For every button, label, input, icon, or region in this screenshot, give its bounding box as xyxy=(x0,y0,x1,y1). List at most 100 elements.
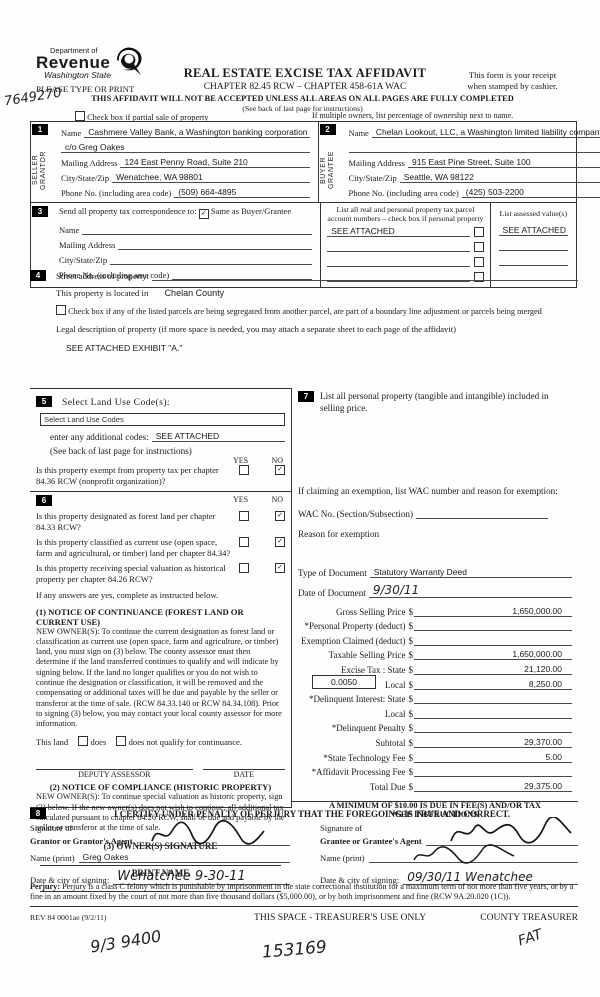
money-label: Gross Selling Price xyxy=(336,606,406,617)
parcel-checkbox-4[interactable] xyxy=(473,272,484,283)
money-blank[interactable] xyxy=(414,776,572,778)
q2-yes-checkbox[interactable] xyxy=(239,537,249,547)
parcel-blank-2[interactable] xyxy=(327,241,470,253)
parcel-blank-4[interactable] xyxy=(327,271,470,283)
this-land-label: This land xyxy=(36,737,69,748)
owner-signature-line[interactable] xyxy=(40,851,281,866)
receipt-note-line2: when stamped by cashier. xyxy=(467,81,558,91)
footer-row: REV 84 0001ae (9/2/11) THIS SPACE - TREA… xyxy=(30,912,578,923)
date-of-document-value: 9/30/11 xyxy=(368,583,572,598)
money-label: Exemption Claimed (deduct) xyxy=(301,635,406,646)
corr-name-blank[interactable] xyxy=(82,224,313,235)
seller-mailing-label: Mailing Address xyxy=(61,158,118,168)
receipt-note-line1: This form is your receipt xyxy=(468,70,557,80)
same-as-buyer-checkbox[interactable] xyxy=(198,209,209,219)
legal-description-label: Legal description of property (if more s… xyxy=(56,324,456,334)
this-land-row: This land does does not qualify for cont… xyxy=(36,736,285,747)
grantee-signature-line[interactable] xyxy=(425,833,578,846)
buyer-name2-blank[interactable] xyxy=(348,142,600,153)
county-treasurer-label: COUNTY TREASURER xyxy=(480,912,578,923)
notice-compliance-body: NEW OWNER(S): To continue special valuat… xyxy=(36,792,285,833)
parcel-checkbox-1[interactable] xyxy=(473,227,484,238)
grantee-sig-label1: Signature of xyxy=(320,823,363,833)
perjury-note: Perjury: Perjury is a class C felony whi… xyxy=(30,882,578,907)
money-blank[interactable] xyxy=(414,717,572,719)
grantee-name-handwriting xyxy=(413,844,515,864)
seller-name-value: Cashmere Valley Bank, a Washington banki… xyxy=(84,127,310,138)
money-label: Subtotal xyxy=(375,737,406,748)
grantor-name-value: Greg Oakes xyxy=(78,852,290,863)
assessor-sign-row: DEPUTY ASSESSOR DATE xyxy=(36,761,285,779)
q2-no-checkbox[interactable] xyxy=(275,537,285,547)
date-of-document-label: Date of Document xyxy=(298,588,366,598)
see-instructions-note: *SEE INSTRUCTIONS xyxy=(392,809,478,819)
grantor-sig-label2: Grantor or Grantor's Agent xyxy=(30,836,133,846)
historical-question: Is this property receiving special valua… xyxy=(36,563,226,584)
print-name-label: PRINT NAME xyxy=(131,867,190,878)
assessed-blank-2[interactable] xyxy=(498,240,568,251)
parcel-checkbox-2[interactable] xyxy=(473,242,484,253)
partial-sale-label: Check box if partial sale of property xyxy=(87,113,209,122)
money-label: *Delinquent Penalty xyxy=(331,723,406,734)
grantee-signature-block: Signature of Grantee or Grantee's Agent … xyxy=(320,817,578,885)
wac-blank[interactable] xyxy=(416,508,548,519)
parcel-checkbox-3[interactable] xyxy=(473,257,484,268)
assessed-value: SEE ATTACHED xyxy=(498,225,568,236)
seller-city-label: City/State/Zip xyxy=(61,173,110,183)
q1-no-checkbox[interactable] xyxy=(275,511,285,521)
buyer-phone-label: Phone No. (including area code) xyxy=(348,188,459,198)
forest-land-question: Is this property designated as forest la… xyxy=(36,511,216,532)
logo-wa-state: Washington State xyxy=(44,70,111,80)
section-6: 6 YES NO Is this property designated as … xyxy=(36,495,285,892)
assessed-header: List assessed value(s) xyxy=(499,209,568,218)
q1-yes-checkbox[interactable] xyxy=(239,511,249,521)
corr-name-label: Name xyxy=(59,225,80,235)
deputy-assessor-label: DEPUTY ASSESSOR xyxy=(78,770,151,780)
buyer-city-value: Seattle, WA 98122 xyxy=(399,172,600,183)
s5-yes-checkbox[interactable] xyxy=(239,465,249,475)
handwritten-stamp-left: 9/3 9400 xyxy=(88,926,163,957)
grantor-sig-label1: Signature of xyxy=(30,823,73,833)
notice-compliance-title: (2) NOTICE OF COMPLIANCE (HISTORIC PROPE… xyxy=(49,782,272,793)
section-5: 5 Select Land Use Code(s): Select Land U… xyxy=(36,392,285,486)
land-use-dropdown[interactable]: Select Land Use Codes xyxy=(40,413,285,426)
money-value: 1,650,000.00 xyxy=(414,649,572,661)
does-checkbox[interactable] xyxy=(78,736,89,747)
money-blank[interactable] xyxy=(414,644,572,646)
type-of-document-label: Type of Document xyxy=(298,568,367,578)
certify-statement: I CERTIFY UNDER PENALTY OF PERJURY THAT … xyxy=(113,808,510,819)
located-in-value: Chelan County xyxy=(164,288,225,298)
s5-no-checkbox[interactable] xyxy=(275,465,285,475)
partial-sale-checkbox[interactable] xyxy=(75,111,85,121)
notice-continuance-body: NEW OWNER(S): To continue the current de… xyxy=(36,626,282,729)
print-name-line[interactable] xyxy=(40,878,281,892)
assessed-blank-3[interactable] xyxy=(498,255,568,266)
money-blank[interactable] xyxy=(414,630,572,632)
assessor-date-line[interactable] xyxy=(202,761,285,771)
money-blank[interactable] xyxy=(414,732,572,734)
seller-name2-value: c/o Greg Oakes xyxy=(61,142,310,153)
q3-yes-checkbox[interactable] xyxy=(239,563,249,573)
corr-mailing-label: Mailing Address xyxy=(59,240,116,250)
corr-phone-blank[interactable] xyxy=(172,269,313,280)
minimum-fee-note: A MINIMUM OF $10.00 IS DUE IN FEE(S) AND… xyxy=(328,800,542,810)
section6-no-header: NO xyxy=(271,495,283,504)
section-3-correspondence: 3 Send all property tax correspondence t… xyxy=(31,203,322,288)
section-3-row: 3 Send all property tax correspondence t… xyxy=(31,203,576,288)
segregated-checkbox[interactable] xyxy=(56,305,66,315)
multiple-owners-note: If multiple owners, list percentage of o… xyxy=(312,111,514,120)
deputy-assessor-line[interactable] xyxy=(36,761,193,771)
type-of-document-value: Statutory Warranty Deed xyxy=(369,567,572,578)
section-2-buyer: 2 BUYER GRANTEE Name Chelan Lookout, LLC… xyxy=(319,122,600,202)
corr-city-blank[interactable] xyxy=(110,254,313,265)
street-address-blank[interactable] xyxy=(152,270,578,281)
grantee-name-handwritten-line[interactable] xyxy=(368,852,578,863)
located-in-row: This property is located in Chelan Count… xyxy=(56,288,578,298)
parcel-header: List all real and personal property tax … xyxy=(327,205,484,224)
corr-mailing-blank[interactable] xyxy=(118,239,313,250)
does-not-checkbox[interactable] xyxy=(116,736,127,747)
money-blank[interactable] xyxy=(414,703,572,705)
parcel-blank-3[interactable] xyxy=(327,256,470,268)
q3-no-checkbox[interactable] xyxy=(275,563,285,573)
grantor-signature-line[interactable] xyxy=(136,833,290,846)
